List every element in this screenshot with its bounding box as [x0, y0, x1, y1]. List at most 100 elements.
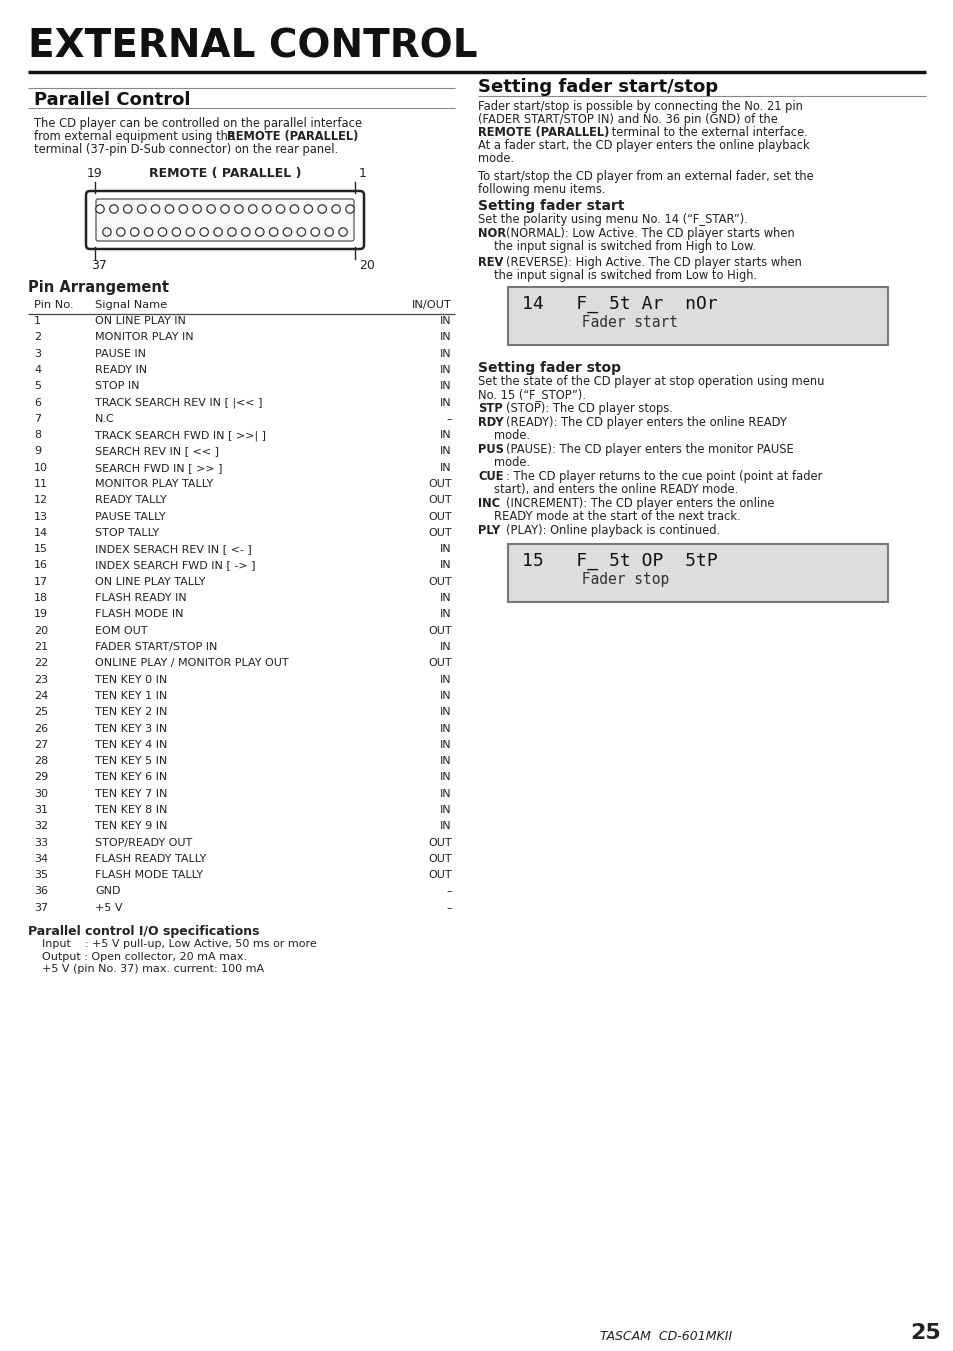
Text: 8: 8	[34, 430, 41, 440]
Text: IN: IN	[440, 397, 452, 408]
Text: 14: 14	[34, 528, 48, 538]
Text: FLASH READY TALLY: FLASH READY TALLY	[95, 854, 206, 863]
Text: IN: IN	[440, 707, 452, 717]
Text: Setting fader start: Setting fader start	[477, 199, 624, 213]
Circle shape	[269, 228, 277, 236]
Text: (STOP): The CD player stops.: (STOP): The CD player stops.	[505, 403, 672, 415]
Circle shape	[290, 205, 298, 213]
Circle shape	[186, 228, 194, 236]
Text: 23: 23	[34, 674, 48, 685]
Text: 32: 32	[34, 821, 48, 831]
Circle shape	[179, 205, 188, 213]
Text: SEARCH FWD IN [ >> ]: SEARCH FWD IN [ >> ]	[95, 462, 222, 473]
Text: READY TALLY: READY TALLY	[95, 496, 167, 505]
Text: terminal to the external interface.: terminal to the external interface.	[607, 126, 807, 139]
Text: (INCREMENT): The CD player enters the online: (INCREMENT): The CD player enters the on…	[505, 497, 774, 509]
Text: : The CD player returns to the cue point (point at fader: : The CD player returns to the cue point…	[505, 470, 821, 484]
Bar	[507, 286, 887, 345]
Text: 4: 4	[34, 365, 41, 374]
Text: TEN KEY 9 IN: TEN KEY 9 IN	[95, 821, 167, 831]
Text: 16: 16	[34, 561, 48, 570]
Text: 17: 17	[34, 577, 48, 586]
Text: 35: 35	[34, 870, 48, 881]
Circle shape	[228, 228, 236, 236]
Text: OUT: OUT	[428, 528, 452, 538]
Text: FLASH MODE IN: FLASH MODE IN	[95, 609, 183, 619]
Circle shape	[200, 228, 208, 236]
Text: Fader stop: Fader stop	[537, 571, 669, 586]
Text: The CD player can be controlled on the parallel interface: The CD player can be controlled on the p…	[34, 118, 362, 130]
Text: 37: 37	[91, 259, 107, 272]
Circle shape	[325, 228, 333, 236]
Text: Parallel Control: Parallel Control	[34, 91, 191, 109]
Text: SEARCH REV IN [ << ]: SEARCH REV IN [ << ]	[95, 446, 219, 457]
Text: 24: 24	[34, 690, 49, 701]
Text: N.C: N.C	[95, 413, 114, 424]
Text: STP: STP	[477, 403, 502, 415]
Text: 27: 27	[34, 740, 49, 750]
Text: TEN KEY 3 IN: TEN KEY 3 IN	[95, 724, 167, 734]
Text: REMOTE ( PARALLEL ): REMOTE ( PARALLEL )	[149, 168, 301, 180]
Text: 37: 37	[34, 902, 48, 913]
Text: 11: 11	[34, 480, 48, 489]
Text: CUE: CUE	[477, 470, 503, 484]
Text: Pin Arrangement: Pin Arrangement	[28, 280, 169, 295]
Text: IN: IN	[440, 773, 452, 782]
Text: IN: IN	[440, 821, 452, 831]
Text: IN: IN	[440, 609, 452, 619]
Circle shape	[345, 205, 354, 213]
Circle shape	[95, 205, 104, 213]
Text: TRACK SEARCH REV IN [ |<< ]: TRACK SEARCH REV IN [ |<< ]	[95, 397, 262, 408]
Text: 2: 2	[34, 332, 41, 342]
Circle shape	[137, 205, 146, 213]
Text: 34: 34	[34, 854, 48, 863]
Circle shape	[172, 228, 180, 236]
Text: Set the polarity using menu No. 14 (“F_STAR”).: Set the polarity using menu No. 14 (“F_S…	[477, 213, 747, 226]
Text: NOR: NOR	[477, 227, 506, 240]
Text: IN: IN	[440, 430, 452, 440]
Text: OUT: OUT	[428, 496, 452, 505]
Text: –: –	[446, 886, 452, 897]
Circle shape	[158, 228, 167, 236]
Text: FLASH READY IN: FLASH READY IN	[95, 593, 187, 603]
Text: 9: 9	[34, 446, 41, 457]
Circle shape	[103, 228, 112, 236]
Text: To start/stop the CD player from an external fader, set the: To start/stop the CD player from an exte…	[477, 170, 813, 182]
Text: (REVERSE): High Active. The CD player starts when: (REVERSE): High Active. The CD player st…	[505, 255, 801, 269]
Text: following menu items.: following menu items.	[477, 182, 605, 196]
Text: IN: IN	[440, 724, 452, 734]
Text: OUT: OUT	[428, 577, 452, 586]
Text: 25: 25	[34, 707, 48, 717]
Text: mode.: mode.	[494, 430, 530, 442]
Text: TASCAM  CD-601MKII: TASCAM CD-601MKII	[599, 1329, 732, 1343]
Text: READY IN: READY IN	[95, 365, 147, 374]
Text: Setting fader stop: Setting fader stop	[477, 361, 620, 376]
Text: REV: REV	[477, 255, 503, 269]
Circle shape	[249, 205, 256, 213]
Text: TEN KEY 0 IN: TEN KEY 0 IN	[95, 674, 167, 685]
Text: Output : Open collector, 20 mA max.: Output : Open collector, 20 mA max.	[42, 951, 247, 962]
Text: (READY): The CD player enters the online READY: (READY): The CD player enters the online…	[505, 416, 786, 430]
Text: FLASH MODE TALLY: FLASH MODE TALLY	[95, 870, 203, 881]
Text: +5 V: +5 V	[95, 902, 122, 913]
Text: 19: 19	[34, 609, 48, 619]
Text: mode.: mode.	[494, 457, 530, 469]
Text: OUT: OUT	[428, 480, 452, 489]
Text: STOP TALLY: STOP TALLY	[95, 528, 159, 538]
Text: IN: IN	[440, 805, 452, 815]
Text: (FADER START/STOP IN) and No. 36 pin (GND) of the: (FADER START/STOP IN) and No. 36 pin (GN…	[477, 113, 777, 126]
Circle shape	[317, 205, 326, 213]
Circle shape	[332, 205, 340, 213]
Text: Parallel control I/O specifications: Parallel control I/O specifications	[28, 925, 259, 938]
Text: OUT: OUT	[428, 626, 452, 636]
Text: INC: INC	[477, 497, 499, 509]
Text: No. 15 (“F_STOP”).: No. 15 (“F_STOP”).	[477, 388, 585, 401]
Text: TEN KEY 5 IN: TEN KEY 5 IN	[95, 757, 167, 766]
Text: Input    : +5 V pull-up, Low Active, 50 ms or more: Input : +5 V pull-up, Low Active, 50 ms …	[42, 939, 316, 950]
Circle shape	[241, 228, 250, 236]
Text: RDY: RDY	[477, 416, 503, 430]
Circle shape	[283, 228, 292, 236]
Text: 1: 1	[34, 316, 41, 326]
Text: STOP IN: STOP IN	[95, 381, 139, 392]
Text: READY mode at the start of the next track.: READY mode at the start of the next trac…	[494, 509, 740, 523]
